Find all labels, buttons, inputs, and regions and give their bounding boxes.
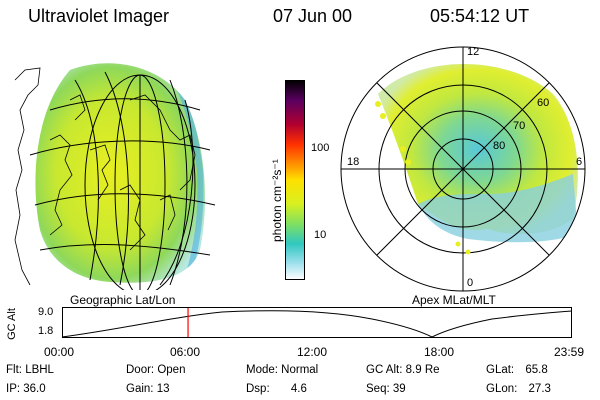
dsp-label: Dsp: [246,383,270,395]
timeline-xtick-0600: 06:00 [170,345,201,359]
mode-label: Mode: [246,364,278,376]
info-gain: Gain: 13 [126,383,170,395]
info-seq: Seq: 39 [366,383,406,395]
flt-value: LBHL [25,364,54,376]
mlt-label-0: 0 [467,277,474,289]
geographic-image [14,63,216,290]
polar-label: Apex MLat/MLT [412,293,496,307]
info-glon: GLon: 27.3 [486,383,551,395]
info-dsp: Dsp: 4.6 [246,383,307,395]
instrument-title: Ultraviolet Imager [28,6,170,26]
gain-label: Gain: [126,383,154,395]
mlat-label-70: 70 [513,120,526,132]
ip-label: IP: [6,383,21,395]
gain-value: 13 [156,383,170,395]
info-ip: IP: 36.0 [6,383,46,395]
dsp-value: 4.6 [290,383,307,395]
gcalt-value: 8.9 Re [405,364,440,376]
mlat-label-60: 60 [537,97,550,109]
geographic-grid [29,71,216,290]
gcalt-label: GC Alt: [366,364,403,376]
timeline-xtick-0000: 00:00 [44,345,75,359]
glon-label: GLon: [486,383,518,395]
timeline-xtick-1800: 18:00 [424,345,455,359]
door-label: Door: [126,364,155,376]
mode-value: Normal [281,364,319,376]
time-label: 05:54:12 UT [430,6,530,26]
timeline-xtick-2359: 23:59 [554,345,585,359]
timeline-xtick-1200: 12:00 [297,345,328,359]
door-value: Open [157,364,186,376]
glat-label: GLat: [486,364,515,376]
mlt-label-12: 12 [467,46,480,58]
timeline-ytick-1.8: 1.8 [38,325,54,337]
colorbar-unit-label: photon cm⁻²s⁻¹ [270,159,284,242]
timeline-altitude-curve [62,310,572,338]
colorbar-tick-10: 10 [314,229,327,241]
info-door: Door: Open [126,364,185,376]
timeline-ylabel: GC Alt [5,308,18,340]
timeline-ytick-9: 9.0 [38,306,54,318]
glon-value: 27.3 [528,383,551,395]
date-label: 07 Jun 00 [273,6,353,26]
glat-value: 65.8 [525,364,548,376]
info-glat: GLat: 65.8 [486,364,548,376]
mlt-label-6: 6 [576,156,583,168]
coastlines [14,67,196,286]
flt-label: Flt: [6,364,22,376]
mlat-label-80: 80 [493,140,506,152]
mlt-label-18: 18 [347,156,360,168]
info-flt: Flt: LBHL [6,364,54,376]
polar-speckles [375,101,471,255]
geographic-label: Geographic Lat/Lon [70,293,176,307]
colorbar-tick-100: 100 [311,142,330,154]
polar-plot [340,46,586,292]
ip-value: 36.0 [23,383,46,395]
info-gcalt: GC Alt: 8.9 Re [366,364,440,376]
seq-value: 39 [392,383,406,395]
colorbar [285,80,305,280]
polar-grid [340,46,586,292]
timeline-plot [62,307,572,338]
info-mode: Mode: Normal [246,364,318,376]
seq-label: Seq: [366,383,390,395]
